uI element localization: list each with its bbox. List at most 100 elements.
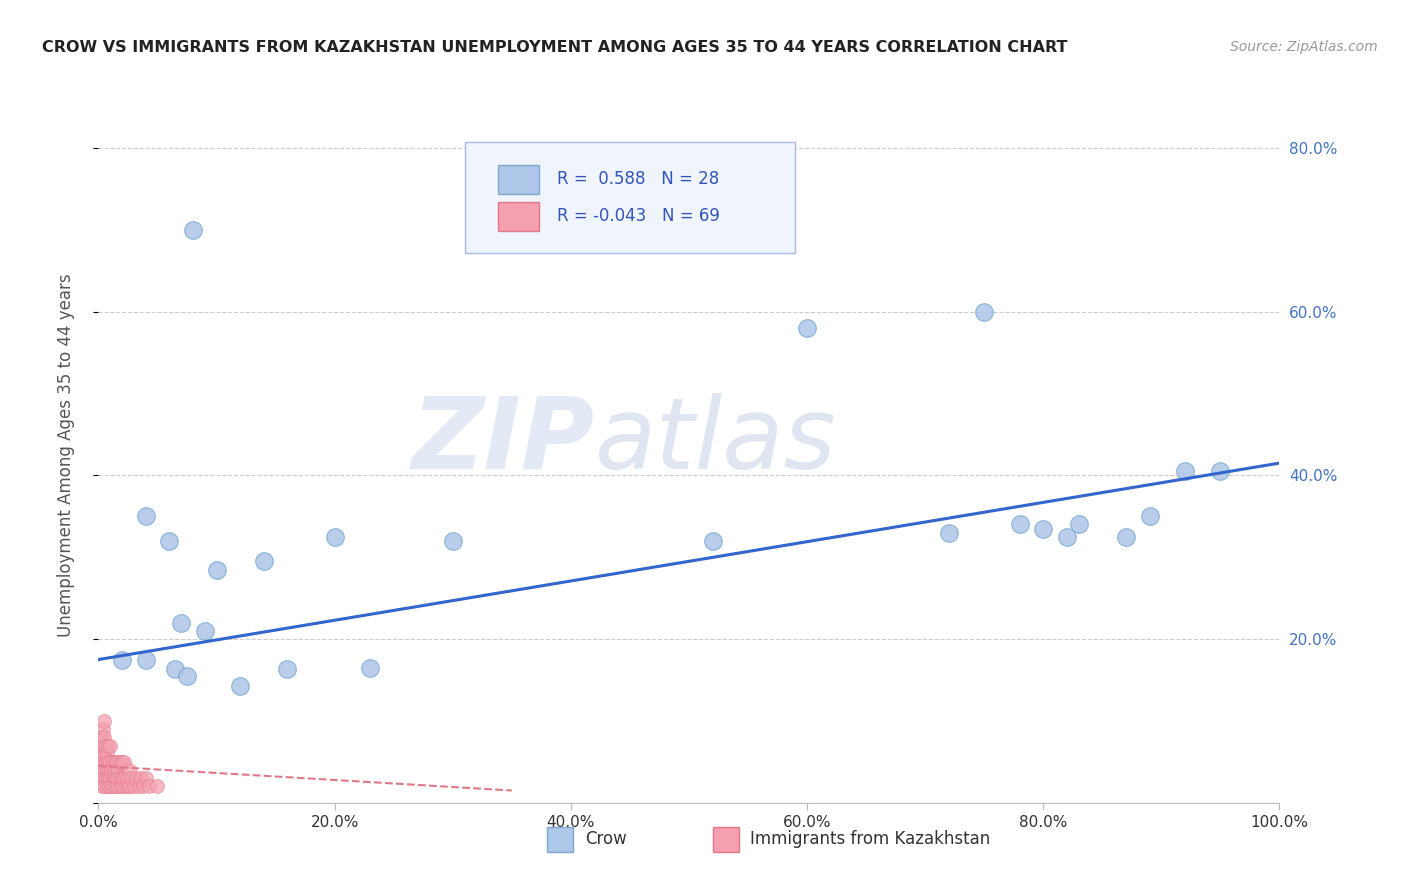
Point (176, 669, 198, 683)
Point (94, 771, 117, 785)
Point (96, 780, 118, 794)
Point (115, 771, 138, 785)
Point (1067, 517, 1090, 532)
FancyBboxPatch shape (464, 142, 796, 253)
Point (91, 739, 114, 753)
Point (105, 755, 128, 769)
Point (97, 755, 120, 769)
Point (98, 755, 121, 769)
Point (108, 755, 131, 769)
Point (105, 771, 128, 785)
Point (97, 771, 120, 785)
Point (97, 739, 120, 753)
Point (91, 755, 114, 769)
Point (100, 780, 122, 794)
Point (1139, 509, 1161, 524)
Point (205, 562, 228, 576)
Point (107, 763, 129, 777)
Point (135, 771, 157, 785)
Point (973, 304, 995, 318)
Point (91, 771, 114, 785)
Point (1032, 522, 1054, 536)
Point (117, 780, 139, 794)
Y-axis label: Unemployment Among Ages 35 to 44 years: Unemployment Among Ages 35 to 44 years (56, 273, 75, 637)
Point (702, 533, 724, 548)
Text: Immigrants from Kazakhstan: Immigrants from Kazakhstan (751, 830, 991, 848)
Point (323, 530, 346, 544)
Point (90, 755, 112, 769)
Point (253, 554, 276, 568)
Point (89, 747, 111, 761)
Point (91, 722, 114, 736)
Bar (547, 827, 574, 852)
Point (111, 771, 134, 785)
Point (118, 763, 141, 777)
Point (100, 763, 122, 777)
Point (129, 771, 152, 785)
Point (135, 652, 157, 666)
Point (91, 731, 114, 745)
Point (94, 739, 117, 753)
Point (128, 780, 150, 794)
Point (796, 321, 818, 335)
Point (111, 755, 134, 769)
Point (112, 771, 135, 785)
Point (170, 615, 193, 630)
Point (96, 763, 118, 777)
Point (114, 780, 136, 794)
Point (132, 780, 155, 794)
Point (121, 771, 143, 785)
Text: ZIP: ZIP (412, 392, 595, 490)
Point (101, 755, 124, 769)
Point (1174, 464, 1197, 478)
Point (98, 771, 121, 785)
Point (104, 771, 127, 785)
Point (181, 223, 204, 237)
Point (93, 780, 115, 794)
Point (89, 731, 111, 745)
Point (938, 525, 960, 540)
Point (157, 533, 180, 548)
Point (101, 771, 124, 785)
Bar (498, 165, 538, 194)
Point (138, 780, 160, 794)
Point (194, 624, 217, 638)
Point (93, 714, 115, 728)
Point (110, 780, 132, 794)
Text: Crow: Crow (585, 830, 627, 848)
Text: Source: ZipAtlas.com: Source: ZipAtlas.com (1230, 40, 1378, 54)
Point (103, 780, 125, 794)
Point (93, 763, 115, 777)
Point (125, 771, 148, 785)
Point (146, 780, 169, 794)
Bar (498, 202, 538, 231)
Point (108, 771, 131, 785)
Point (1115, 530, 1137, 544)
Point (1008, 517, 1031, 532)
Point (104, 755, 127, 769)
Point (91, 747, 114, 761)
Point (111, 652, 134, 666)
Point (1209, 464, 1232, 478)
Point (89, 763, 111, 777)
Point (90, 739, 112, 753)
Point (94, 755, 117, 769)
Text: R = -0.043   N = 69: R = -0.043 N = 69 (557, 207, 720, 226)
Point (229, 679, 252, 693)
Point (112, 780, 135, 794)
Point (98, 780, 121, 794)
Point (105, 780, 128, 794)
Point (122, 780, 145, 794)
Point (112, 755, 135, 769)
Point (107, 780, 129, 794)
Point (91, 763, 114, 777)
Point (135, 509, 157, 524)
Point (91, 780, 114, 794)
Point (276, 662, 298, 676)
Point (441, 533, 464, 548)
Point (93, 731, 115, 745)
Point (103, 763, 125, 777)
Point (98, 763, 121, 777)
Text: atlas: atlas (595, 392, 837, 490)
Bar (713, 827, 738, 852)
